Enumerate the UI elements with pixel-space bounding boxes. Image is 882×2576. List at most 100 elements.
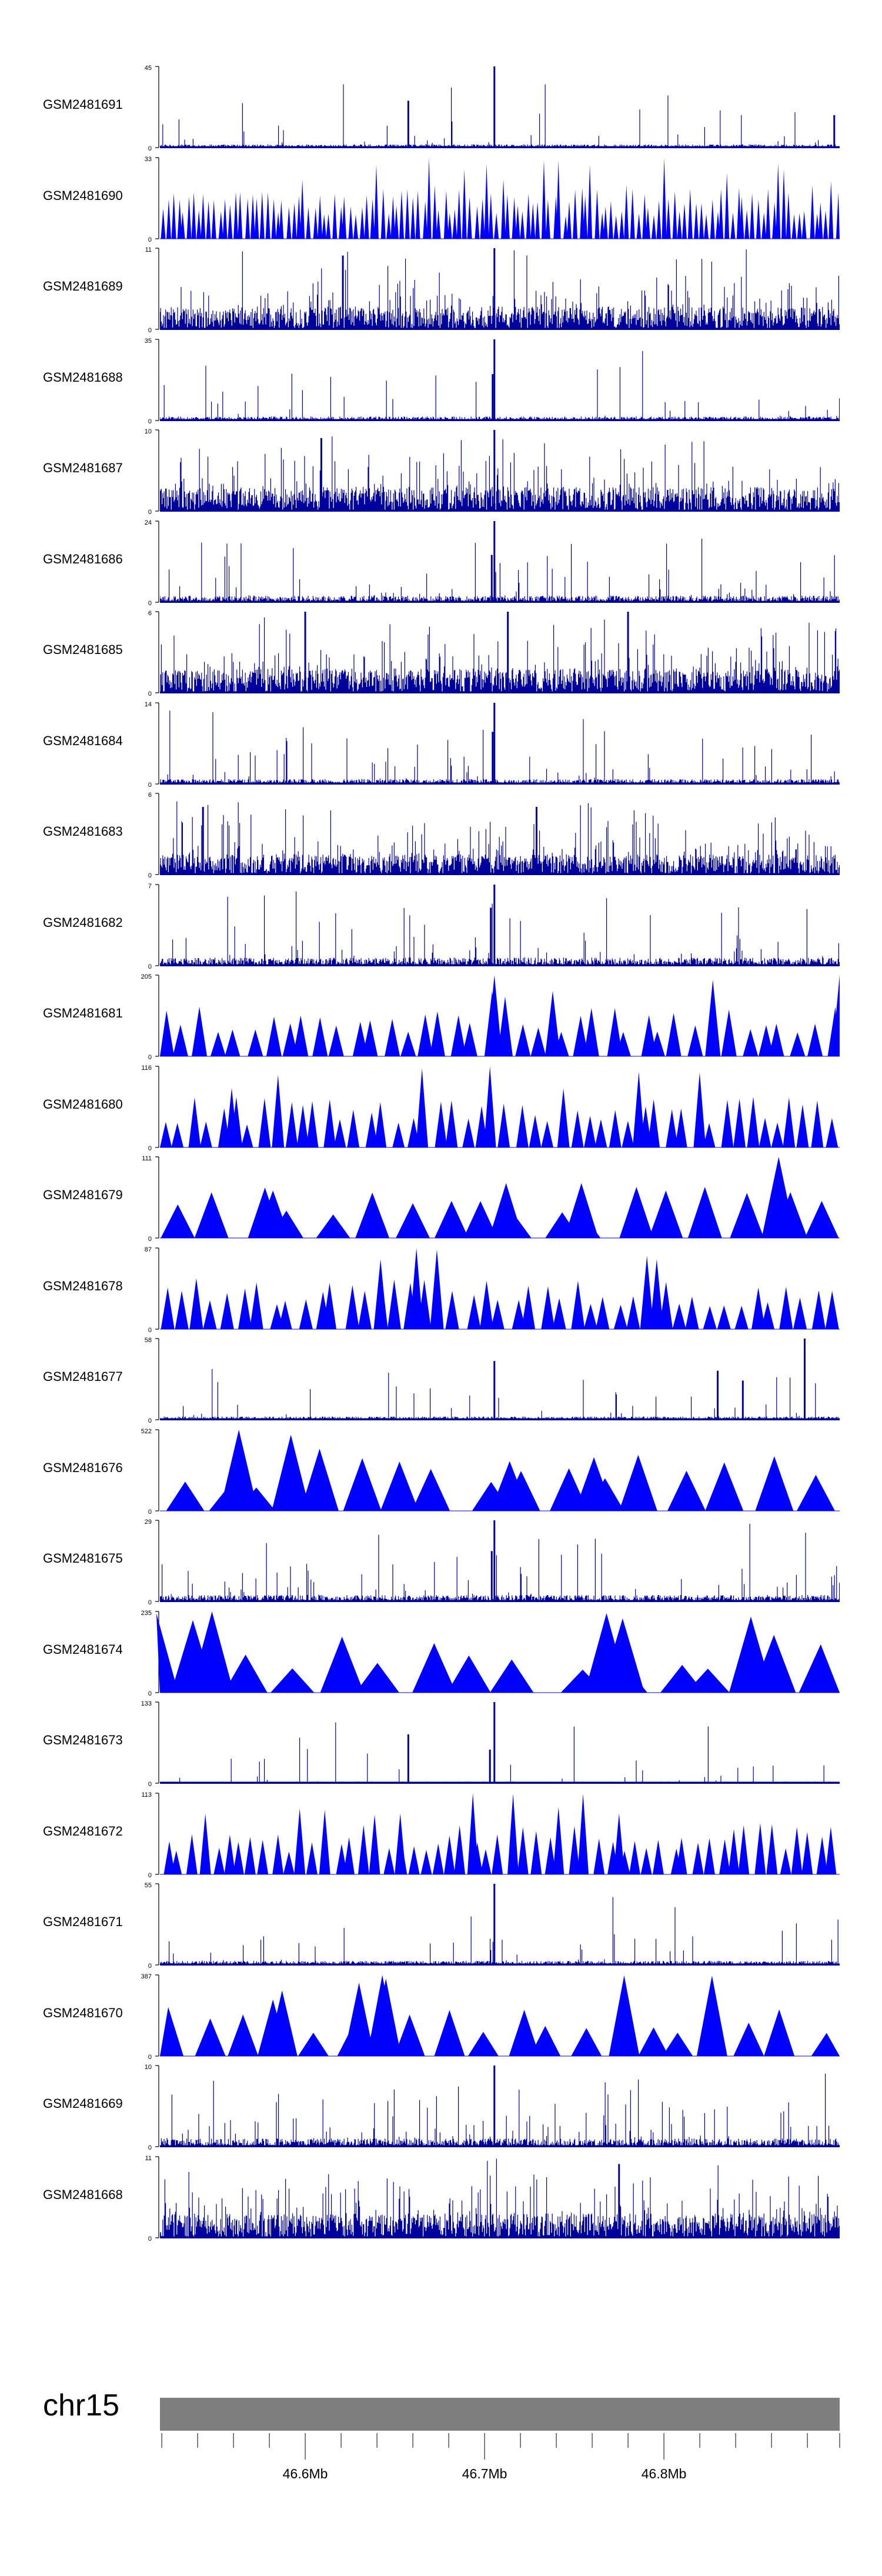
signal-peak — [385, 1019, 400, 1056]
signal-peak — [530, 203, 536, 239]
signal-peak — [426, 158, 432, 239]
signal-peak — [306, 1842, 318, 1874]
y-axis-max-label: 235 — [141, 1610, 152, 1617]
signal-peak — [766, 189, 771, 239]
signal-peak — [560, 1669, 604, 1693]
signal-peak — [728, 1829, 740, 1874]
signal-peak — [211, 200, 216, 239]
signal-peak — [456, 189, 462, 239]
signal-peak — [754, 1823, 766, 1874]
signal-peak — [475, 206, 480, 239]
signal-peak — [394, 205, 399, 239]
signal-peak — [206, 201, 211, 239]
track-label: GSM2481682 — [43, 915, 123, 930]
signal-peak — [211, 1032, 226, 1056]
density-bars — [160, 1884, 840, 1966]
signal-peak — [630, 189, 635, 239]
signal-peak — [526, 193, 531, 239]
track: GSM2481689 11 0 — [43, 246, 840, 334]
x-axis-tick-label: 46.7Mb — [462, 2466, 507, 2481]
signal-peak — [571, 2028, 602, 2056]
y-axis-max-label: 387 — [141, 1973, 152, 1980]
y-axis-max-label: 6 — [148, 792, 152, 799]
signal-peak — [355, 1192, 390, 1238]
signal-peak — [682, 203, 687, 239]
track: GSM2481672 113 0 — [43, 1791, 840, 1879]
signal-peak — [609, 1975, 640, 2056]
signal-peak — [191, 192, 196, 239]
track-label: GSM2481676 — [43, 1460, 123, 1475]
track: GSM2481680 116 0 — [43, 1065, 840, 1152]
signal-peak — [619, 211, 624, 239]
y-axis-max-label: 522 — [141, 1428, 152, 1435]
signal-peak — [573, 1016, 589, 1056]
signal-peak — [387, 1279, 401, 1329]
signal-peak — [790, 1032, 806, 1056]
peak-mark — [493, 521, 496, 602]
signal-peak — [447, 1655, 491, 1693]
signal-peak — [342, 196, 347, 239]
y-axis-min-label: 0 — [148, 782, 152, 789]
signal-peak — [336, 1844, 348, 1874]
signal-peak — [224, 1834, 236, 1874]
signal-peak — [529, 1115, 542, 1147]
signal-peak — [573, 189, 578, 239]
signal-peak — [721, 1009, 737, 1056]
peak-mark — [507, 612, 509, 693]
signal-peak — [804, 1201, 839, 1238]
signal-peak — [521, 1286, 536, 1329]
y-axis-max-label: 14 — [145, 701, 152, 708]
signal-peak — [296, 1105, 309, 1147]
track-label: GSM2481687 — [43, 461, 123, 475]
x-axis-tick-label: 46.8Mb — [642, 2466, 687, 2481]
track-label: GSM2481691 — [43, 97, 123, 112]
signal-peak — [222, 199, 228, 239]
signal-peak — [272, 1075, 285, 1147]
peak-mark — [342, 255, 344, 329]
y-axis-max-label: 11 — [145, 246, 152, 253]
signal-peak — [563, 216, 568, 239]
signal-peak — [484, 991, 500, 1056]
signal-peak — [343, 1458, 382, 1511]
signal-peak — [432, 1843, 444, 1874]
track-label: GSM2481670 — [43, 2006, 123, 2020]
signal-peak — [759, 1117, 771, 1147]
signal-peak — [666, 199, 671, 239]
track: GSM2481682 7 0 — [43, 883, 840, 970]
signal-peak — [810, 185, 815, 239]
signal-peak — [811, 1100, 824, 1147]
y-axis-min-label: 0 — [148, 1872, 152, 1879]
signal-peak — [520, 211, 525, 239]
signal-peak — [530, 2026, 561, 2056]
track-label: GSM2481689 — [43, 279, 123, 293]
signal-peak — [249, 1282, 263, 1329]
signal-peak — [693, 1072, 706, 1147]
signal-peak — [676, 1837, 687, 1874]
signal-peak — [603, 206, 608, 239]
signal-peak — [507, 1793, 519, 1874]
y-axis-max-label: 45 — [145, 65, 152, 72]
signal-peak — [467, 196, 472, 239]
signal-peak — [488, 193, 493, 239]
signal-peak — [759, 1025, 774, 1056]
signal-peak — [415, 191, 420, 239]
signal-peak — [258, 1098, 271, 1147]
signal-peak — [730, 1193, 764, 1238]
signal-peak — [177, 199, 182, 239]
signal-peak — [705, 1462, 744, 1511]
signal-peak — [721, 1100, 734, 1147]
signal-peak — [490, 1300, 505, 1329]
signal-peak — [199, 1122, 212, 1147]
signal-peak — [353, 214, 358, 239]
y-axis-min-label: 0 — [148, 872, 152, 879]
signal-peak — [352, 1022, 368, 1056]
density-signal — [160, 249, 840, 329]
signal-peak — [667, 1470, 706, 1511]
signal-peak — [416, 1068, 429, 1147]
signal-peak — [603, 1666, 647, 1693]
signal-peak — [773, 1192, 808, 1238]
signal-peak — [161, 208, 166, 239]
density-bars — [160, 703, 840, 785]
track-label: GSM2481684 — [43, 733, 123, 748]
signal-peak — [557, 1088, 570, 1147]
